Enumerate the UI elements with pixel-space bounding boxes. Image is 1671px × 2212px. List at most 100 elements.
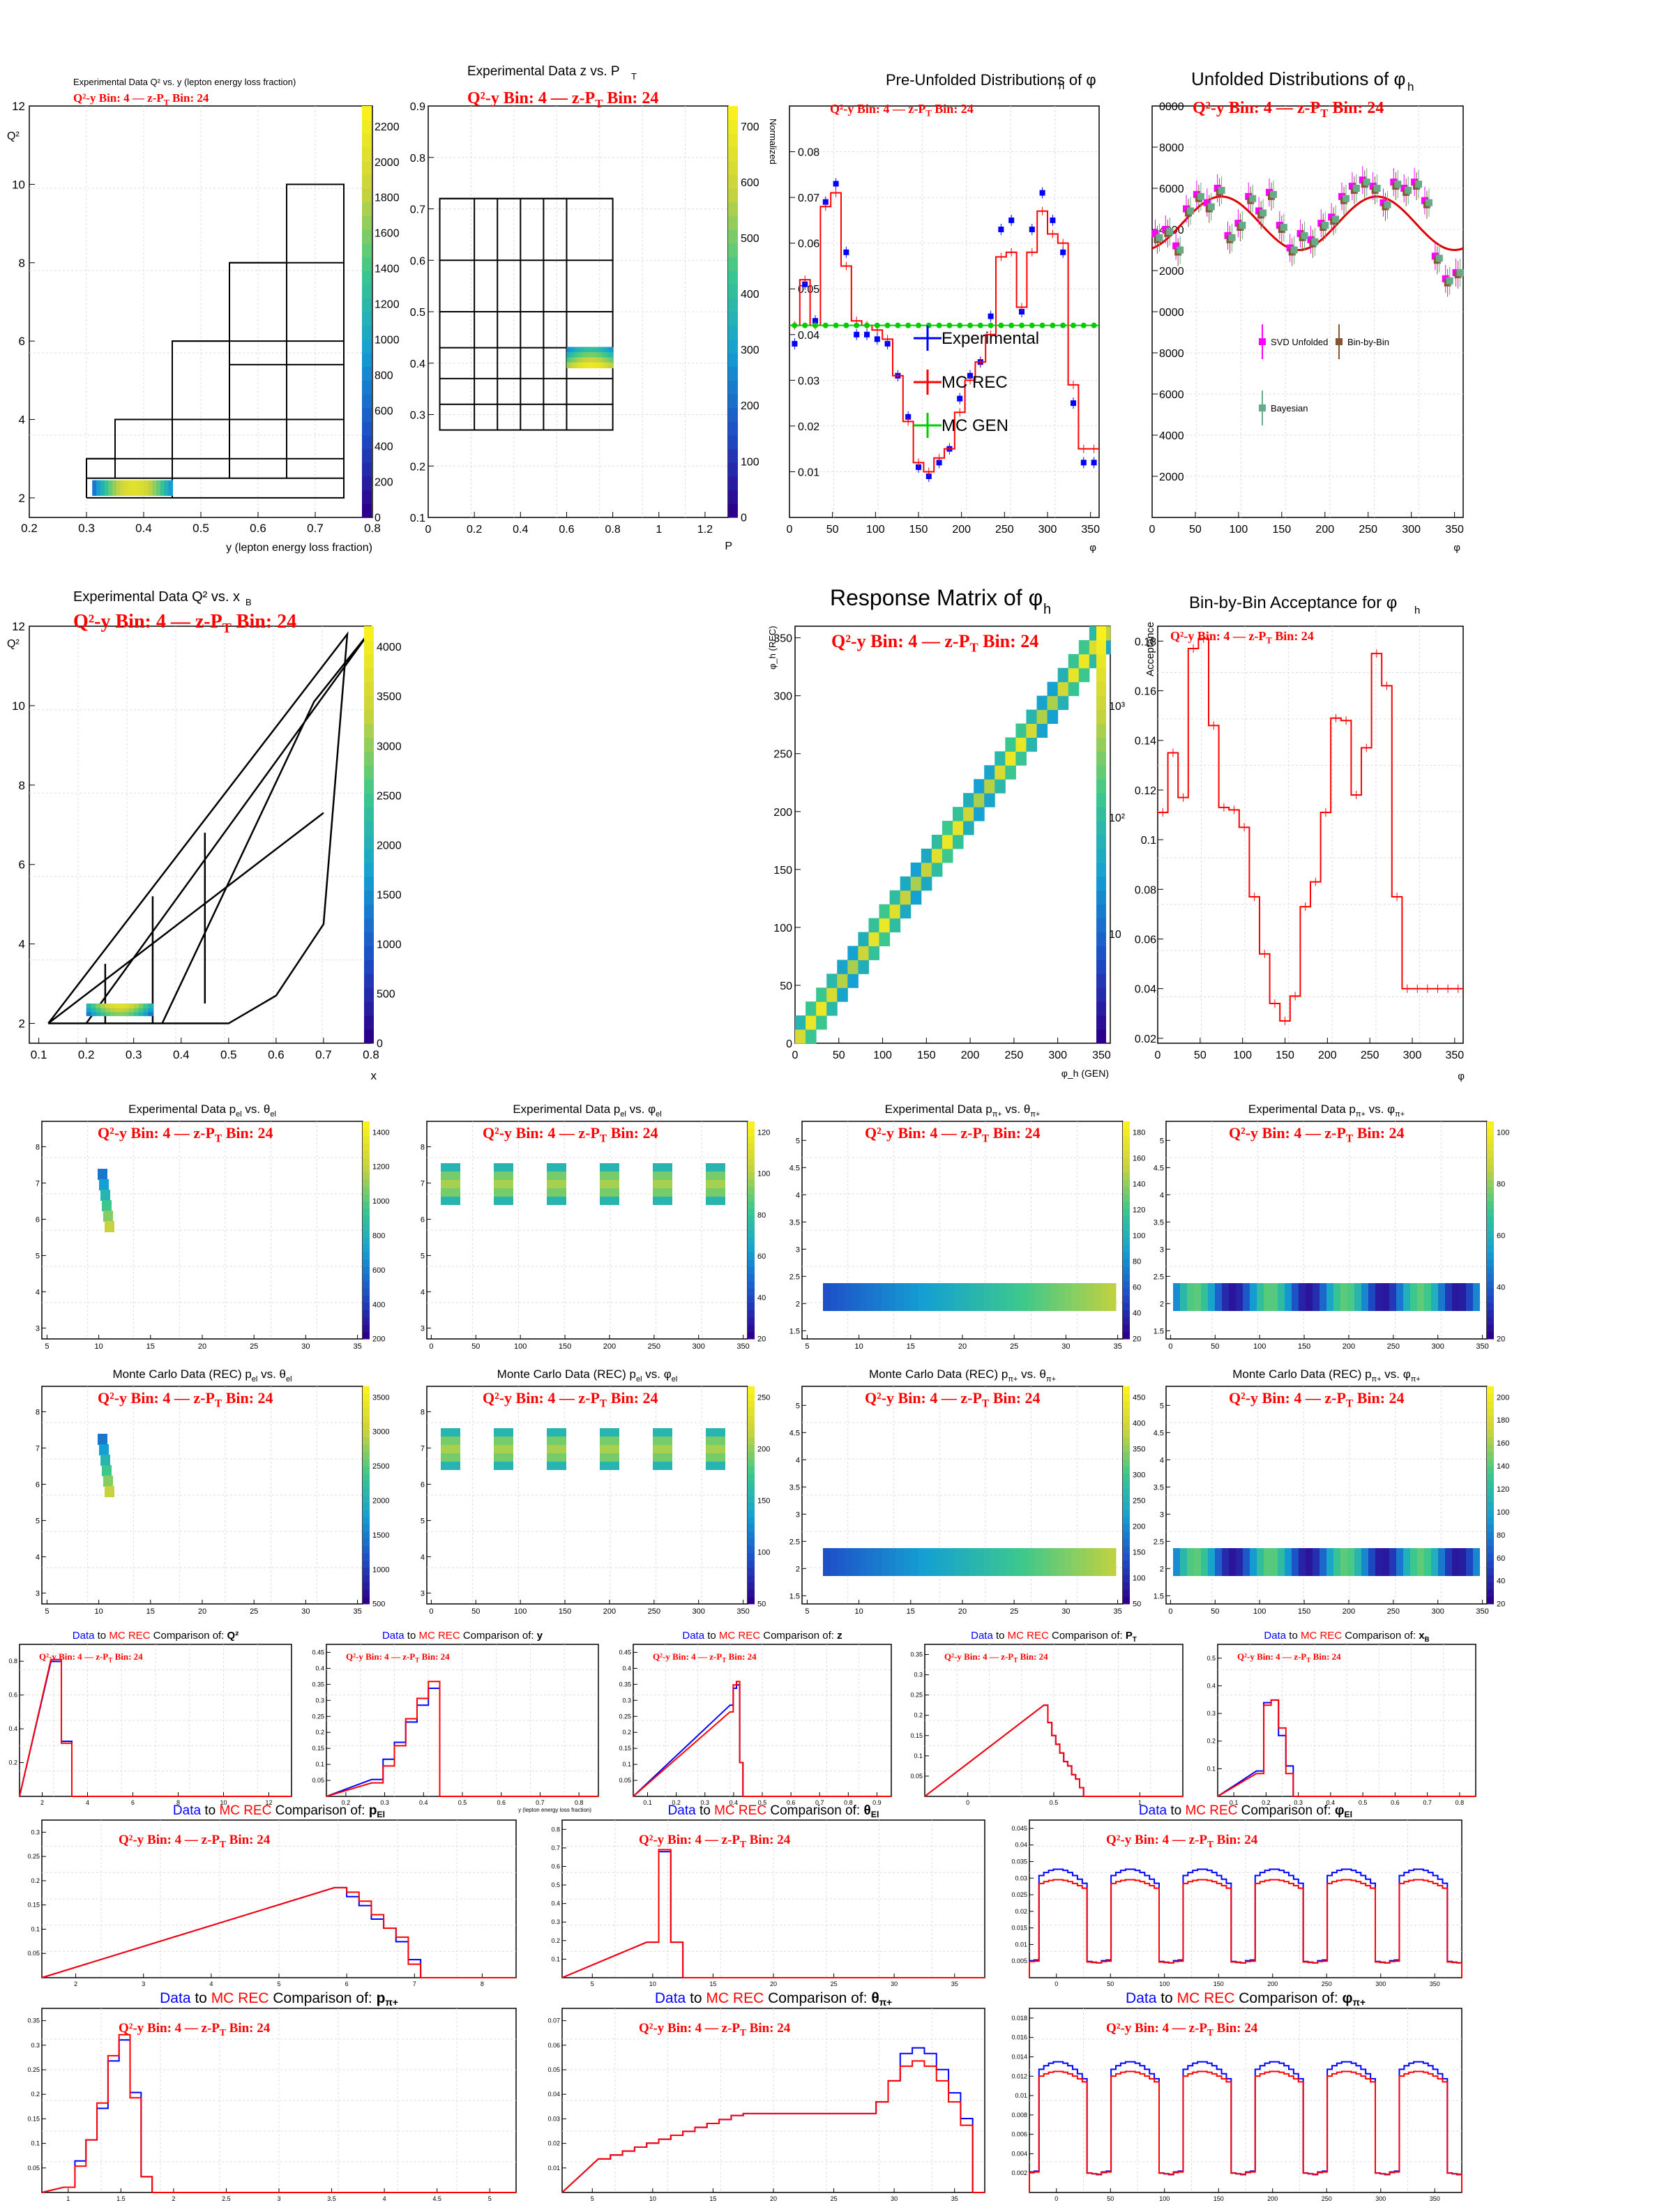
colorbar-segment <box>1487 1386 1494 1394</box>
colorbar-tick: 200 <box>741 400 759 412</box>
colorbar-tick: 80 <box>1497 1180 1505 1188</box>
kin-cell <box>600 1180 619 1188</box>
colorbar-segment <box>364 765 374 780</box>
bin-label: Q²-y Bin: 4 — z-PT Bin: 24 <box>639 1833 791 1849</box>
colorbar-segment <box>1123 1466 1130 1474</box>
preunfold-ylabel: Normalized <box>768 119 778 165</box>
colorbar-segment <box>1123 1128 1130 1137</box>
kin-cell <box>1354 1283 1361 1311</box>
cmp-ytick: 0.1 <box>31 1925 40 1932</box>
colorbar-segment <box>1487 1135 1494 1144</box>
z-vs-pt-heat-cell <box>610 362 614 369</box>
kin-cell <box>874 1283 882 1311</box>
kin-cell <box>1201 1548 1208 1576</box>
kin-cell <box>991 1548 999 1576</box>
cmp-title-data: Data <box>160 1990 191 2006</box>
z-vs-pt-heat-cell <box>584 347 589 353</box>
kin-cell <box>1108 1548 1117 1576</box>
response-xlabel: φ_h (GEN) <box>1061 1068 1109 1079</box>
kin-title-mid: vs. φ <box>642 1368 672 1381</box>
colorbar-segment <box>1123 1568 1130 1575</box>
colorbar-segment <box>748 1208 755 1216</box>
kin-xtick: 15 <box>907 1342 915 1351</box>
kin-cell <box>1050 1283 1058 1311</box>
unfold-point-0 <box>1213 185 1221 192</box>
cmp-xtick: 0 <box>966 1799 969 1806</box>
bin-label-sub: T <box>1207 1839 1213 1849</box>
z-vs-pt-xtick: 0 <box>425 524 432 536</box>
kin-cell <box>882 1548 889 1576</box>
kin-cell <box>494 1180 513 1188</box>
q2-vs-xb-heat-cell <box>128 1011 135 1017</box>
z-vs-pt-heat-cell <box>580 352 584 358</box>
kin-cell <box>823 1283 831 1311</box>
cmp-xtick: 25 <box>831 1980 838 1987</box>
bin-label-sub: T <box>722 1656 726 1663</box>
colorbar-tick: 100 <box>757 1170 770 1179</box>
unfold-point-0 <box>1379 199 1387 206</box>
kin-title-mid: vs. φ <box>626 1103 656 1116</box>
z-vs-pt-heat-cell <box>580 347 584 353</box>
colorbar-tick: 200 <box>1497 1393 1509 1402</box>
q2-vs-xb-heat-cell <box>86 1003 92 1008</box>
cmp-xtick: 2.5 <box>222 2195 231 2202</box>
colorbar-segment <box>1123 1589 1130 1598</box>
colorbar-segment <box>1487 1244 1494 1252</box>
cmp-ytick: 0.3 <box>914 1672 923 1679</box>
cmp-ytick: 0.5 <box>551 1881 560 1888</box>
cmp-xtick: 3 <box>142 1980 145 1987</box>
colorbar-tick: 160 <box>1133 1154 1145 1162</box>
z-vs-pt-heat-cell <box>605 352 609 358</box>
kin-cell <box>706 1188 725 1197</box>
q2-vs-xb-heat-cell <box>100 1011 106 1017</box>
bin-label-sub: T <box>220 2027 226 2038</box>
acceptance-ytick: 0.1 <box>1141 835 1156 847</box>
kin-cell <box>99 1179 109 1190</box>
unfold-ytick: 8000 <box>1159 348 1184 360</box>
kin-title-4: Monte Carlo Data (REC) pel vs. θel <box>112 1368 292 1384</box>
kin-xtick: 150 <box>1298 1342 1310 1351</box>
kin-cell <box>882 1283 889 1311</box>
colorbar-tick: 300 <box>1133 1471 1145 1479</box>
z-vs-pt-heat-cell <box>575 347 579 353</box>
kin-cell <box>1006 1548 1014 1576</box>
response-ytick: 200 <box>773 807 792 819</box>
response-cell <box>900 876 912 891</box>
unfold-xtick: 350 <box>1445 524 1464 536</box>
kin-cell <box>1340 1548 1347 1576</box>
colorbar-segment <box>1487 1165 1494 1173</box>
unfold-point-2 <box>1415 181 1423 188</box>
unfold-xlabel: φ <box>1453 542 1460 554</box>
colorbar-segment <box>1123 1201 1130 1209</box>
q2-vs-xb-xtick: 0.8 <box>363 1048 379 1061</box>
kin-cell <box>1020 1283 1029 1311</box>
colorbar-segment <box>363 1560 370 1568</box>
cmp-title-4: Data to MC REC Comparison of: xB <box>1264 1630 1429 1644</box>
colorbar-tick: 100 <box>1133 1575 1145 1583</box>
kin-ytick: 5 <box>1160 1402 1164 1410</box>
bin-label-zpt: z-P <box>195 611 222 632</box>
cmp-title-var: y <box>537 1630 543 1642</box>
colorbar-segment <box>362 119 372 134</box>
response-cell <box>942 821 953 835</box>
colorbar-segment <box>362 380 372 395</box>
cmp-xtick: 50 <box>1107 2195 1114 2202</box>
q2-vs-y-ytick: 4 <box>19 414 25 427</box>
kin-cell <box>1347 1548 1354 1576</box>
colorbar-segment <box>363 1237 370 1245</box>
response-xtick: 200 <box>961 1050 980 1061</box>
colorbar-segment <box>1487 1575 1494 1583</box>
colorbar-segment <box>364 876 374 891</box>
kin-cell <box>102 1465 112 1476</box>
bin-label: Q²-y Bin: 4 — z-PT Bin: 24 <box>119 2021 271 2038</box>
kin-cell <box>1313 1548 1320 1576</box>
kin-cell <box>600 1462 619 1470</box>
cmp-ytick: 0.006 <box>1011 2131 1027 2138</box>
kin-xtick: 200 <box>1343 1342 1355 1351</box>
colorbar-segment <box>363 1415 370 1423</box>
bin-label-dash: — <box>704 2021 722 2036</box>
cmp-xtick: 20 <box>770 2195 777 2202</box>
kin-cell <box>494 1428 513 1437</box>
z-vs-pt-heat-cell <box>591 352 596 358</box>
z-vs-pt-heat-cell <box>578 347 582 353</box>
